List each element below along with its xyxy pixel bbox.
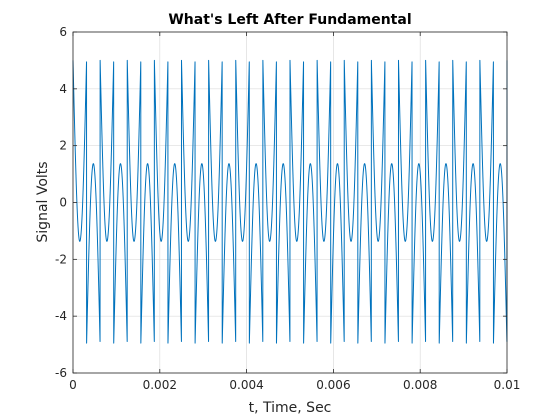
x-axis-label: t, Time, Sec xyxy=(249,400,332,416)
x-tick-label: 0.004 xyxy=(229,378,263,392)
chart-title: What's Left After Fundamental xyxy=(168,12,411,28)
y-tick-label: 4 xyxy=(59,82,67,96)
x-tick-label: 0.008 xyxy=(403,378,437,392)
y-tick-label: 2 xyxy=(59,139,67,153)
y-axis-label: Signal Volts xyxy=(35,161,51,242)
y-tick-label: -4 xyxy=(55,309,67,323)
y-axis: -6 -4 -2 0 2 4 6 xyxy=(55,25,507,380)
x-tick-label: 0.006 xyxy=(316,378,350,392)
x-tick-label: 0 xyxy=(69,378,77,392)
series-layer xyxy=(72,59,508,344)
y-tick-label: -6 xyxy=(55,366,67,380)
x-tick-label: 0.01 xyxy=(494,378,521,392)
y-tick-label: 0 xyxy=(59,196,67,210)
y-tick-label: -2 xyxy=(55,252,67,266)
x-axis: 0 0.002 0.004 0.006 0.008 0.01 xyxy=(69,32,520,392)
x-tick-label: 0.002 xyxy=(143,378,177,392)
y-tick-label: 6 xyxy=(59,25,67,39)
series-line xyxy=(72,59,508,344)
